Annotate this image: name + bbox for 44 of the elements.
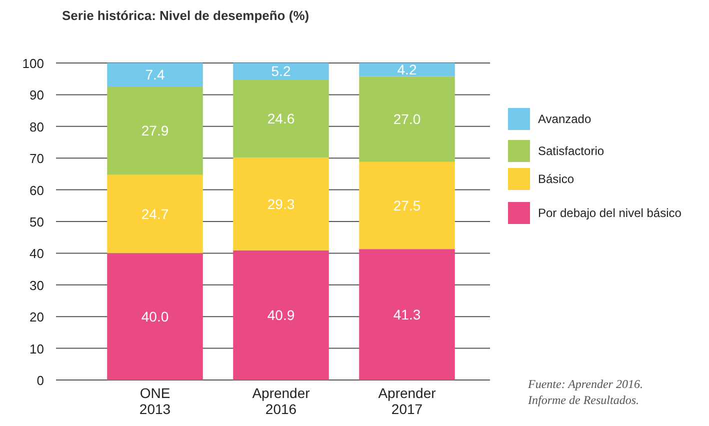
bar bbox=[359, 76, 455, 162]
bar bbox=[107, 86, 203, 175]
legend-label: Satisfactorio bbox=[538, 144, 604, 158]
x-tick-label: ONE 2013 bbox=[139, 385, 171, 417]
y-tick-label: 80 bbox=[30, 119, 44, 134]
y-tick-label: 20 bbox=[30, 310, 44, 325]
legend-label: Por debajo del nivel básico bbox=[538, 206, 682, 220]
chart-title: Serie histórica: Nivel de desempeño (%) bbox=[62, 8, 310, 23]
y-tick-label: 0 bbox=[36, 373, 44, 388]
bar bbox=[359, 162, 455, 250]
data-label: 29.3 bbox=[267, 196, 295, 212]
bar bbox=[107, 63, 203, 86]
data-label: 5.2 bbox=[271, 63, 291, 80]
bar bbox=[107, 174, 203, 254]
source-note: Fuente: Aprender 2016. Informe de Resultados. bbox=[527, 377, 643, 407]
y-tick-label: 10 bbox=[30, 341, 44, 356]
bar bbox=[107, 253, 203, 380]
bar bbox=[233, 79, 329, 158]
y-tick-label: 30 bbox=[30, 278, 44, 293]
data-label: 41.3 bbox=[393, 306, 421, 323]
legend-label: Básico bbox=[538, 172, 574, 186]
y-tick-label: 50 bbox=[30, 214, 44, 230]
data-label: 27.5 bbox=[393, 197, 421, 214]
x-tick-label: Aprender 2017 bbox=[378, 385, 436, 417]
bar bbox=[359, 249, 455, 380]
y-tick-label: 60 bbox=[30, 182, 44, 198]
data-label: 27.9 bbox=[141, 122, 169, 139]
bar bbox=[233, 157, 329, 250]
data-label: 4.2 bbox=[397, 62, 417, 78]
bar bbox=[233, 250, 329, 380]
data-label: 40.0 bbox=[141, 308, 169, 325]
y-tick-label: 100 bbox=[22, 56, 44, 71]
data-label: 27.0 bbox=[393, 111, 421, 128]
data-label: 7.4 bbox=[145, 66, 165, 83]
bar bbox=[359, 63, 455, 76]
legend-label: Avanzado bbox=[538, 112, 592, 126]
data-label: 40.9 bbox=[267, 307, 295, 324]
y-tick-label: 70 bbox=[30, 151, 44, 166]
bar bbox=[233, 63, 329, 80]
y-tick-label: 90 bbox=[30, 88, 44, 103]
y-tick-label: 40 bbox=[30, 246, 44, 262]
data-label: 24.6 bbox=[267, 110, 295, 126]
data-label: 24.7 bbox=[141, 206, 169, 222]
x-tick-label: Aprender 2016 bbox=[252, 385, 310, 417]
